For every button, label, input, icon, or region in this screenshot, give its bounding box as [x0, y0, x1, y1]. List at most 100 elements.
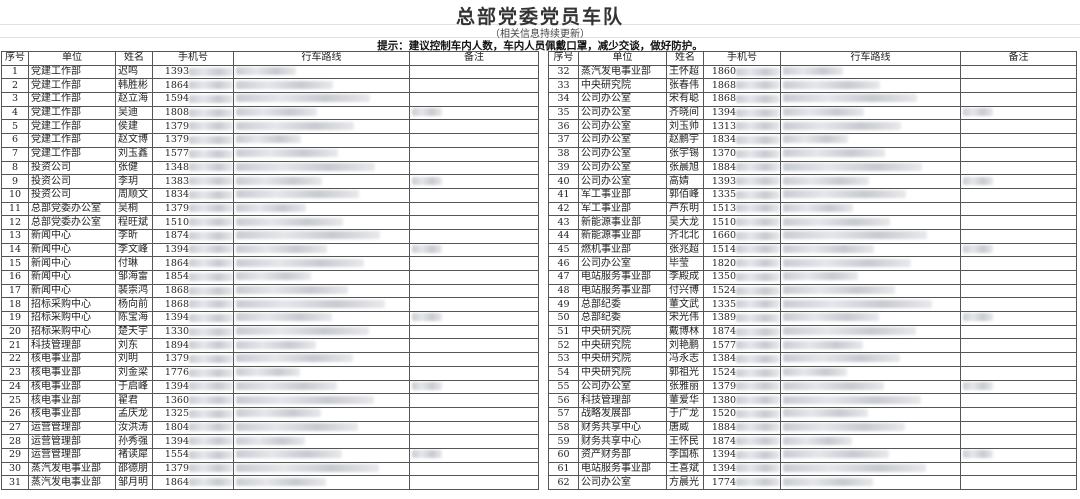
row-no[interactable]: 56: [548, 393, 579, 408]
row-unit[interactable]: 新闻中心: [28, 256, 116, 271]
row-remark[interactable]: [960, 187, 1077, 203]
row-remark[interactable]: [409, 105, 539, 121]
row-unit[interactable]: 电站服务事业部: [578, 270, 667, 285]
row-no[interactable]: 41: [548, 187, 579, 203]
row-no[interactable]: 29: [1, 447, 29, 463]
row-phone[interactable]: 1394: [703, 461, 781, 477]
row-phone[interactable]: 1774: [703, 475, 781, 490]
row-route[interactable]: [780, 406, 961, 422]
row-name[interactable]: 于启峰: [115, 379, 153, 395]
row-unit[interactable]: 公司办公室: [578, 146, 667, 162]
row-name[interactable]: 郭祖光: [666, 365, 704, 381]
row-route[interactable]: [780, 174, 961, 189]
row-phone[interactable]: 1335: [703, 297, 781, 313]
row-route[interactable]: [780, 311, 961, 326]
row-route[interactable]: [780, 160, 961, 176]
row-unit[interactable]: 电站服务事业部: [578, 283, 667, 299]
row-no[interactable]: 55: [548, 379, 579, 395]
row-name[interactable]: 邹月明: [115, 475, 153, 490]
row-name[interactable]: 付兴博: [666, 283, 704, 299]
row-name[interactable]: 刘明: [115, 352, 153, 367]
row-route[interactable]: [233, 242, 410, 258]
row-remark[interactable]: [409, 270, 539, 285]
row-name[interactable]: 汝洪涛: [115, 420, 153, 436]
row-phone[interactable]: 1868: [152, 297, 234, 313]
row-unit[interactable]: 总部党委办公室: [28, 201, 116, 217]
row-phone[interactable]: 1884: [703, 420, 781, 436]
row-unit[interactable]: 新闻中心: [28, 270, 116, 285]
row-unit[interactable]: 公司办公室: [578, 475, 667, 490]
row-name[interactable]: 李殿成: [666, 270, 704, 285]
row-no[interactable]: 43: [548, 215, 579, 230]
row-name[interactable]: 郭佰峰: [666, 187, 704, 203]
row-remark[interactable]: [960, 215, 1077, 230]
row-remark[interactable]: [960, 297, 1077, 313]
row-route[interactable]: [233, 406, 410, 422]
row-name[interactable]: 芦东明: [666, 201, 704, 217]
row-unit[interactable]: 军工事业部: [578, 187, 667, 203]
row-name[interactable]: 杨向前: [115, 297, 153, 313]
row-unit[interactable]: 投资公司: [28, 187, 116, 203]
row-name[interactable]: 刘东: [115, 338, 153, 354]
row-phone[interactable]: 1804: [152, 420, 234, 436]
row-name[interactable]: 吴桐: [115, 201, 153, 217]
row-remark[interactable]: [960, 365, 1077, 381]
row-remark[interactable]: [960, 160, 1077, 176]
row-no[interactable]: 37: [548, 133, 579, 148]
row-route[interactable]: [233, 324, 410, 340]
row-remark[interactable]: [409, 187, 539, 203]
row-remark[interactable]: [409, 174, 539, 189]
row-phone[interactable]: 1330: [152, 324, 234, 340]
row-phone[interactable]: 1384: [703, 352, 781, 367]
row-name[interactable]: 程旺斌: [115, 215, 153, 230]
row-no[interactable]: 19: [1, 311, 29, 326]
row-no[interactable]: 48: [548, 283, 579, 299]
row-remark[interactable]: [960, 146, 1077, 162]
row-route[interactable]: [233, 270, 410, 285]
row-route[interactable]: [780, 352, 961, 367]
row-unit[interactable]: 招标采购中心: [28, 311, 116, 326]
row-phone[interactable]: 1360: [152, 393, 234, 408]
row-unit[interactable]: 中央研究院: [578, 365, 667, 381]
row-no[interactable]: 23: [1, 365, 29, 381]
row-remark[interactable]: [960, 461, 1077, 477]
row-phone[interactable]: 1524: [703, 283, 781, 299]
row-unit[interactable]: 核电事业部: [28, 352, 116, 367]
row-unit[interactable]: 蒸汽发电事业部: [28, 461, 116, 477]
row-name[interactable]: 王喜斌: [666, 461, 704, 477]
row-unit[interactable]: 党建工作部: [28, 119, 116, 135]
row-no[interactable]: 60: [548, 447, 579, 463]
row-route[interactable]: [233, 379, 410, 395]
row-phone[interactable]: 1868: [703, 92, 781, 107]
row-unit[interactable]: 核电事业部: [28, 365, 116, 381]
row-name[interactable]: 高婧: [666, 174, 704, 189]
row-unit[interactable]: 公司办公室: [578, 256, 667, 271]
row-route[interactable]: [780, 393, 961, 408]
row-remark[interactable]: [409, 64, 539, 80]
row-route[interactable]: [780, 105, 961, 121]
row-phone[interactable]: 1520: [703, 406, 781, 422]
row-remark[interactable]: [409, 311, 539, 326]
row-remark[interactable]: [960, 105, 1077, 121]
row-remark[interactable]: [960, 406, 1077, 422]
row-route[interactable]: [780, 365, 961, 381]
row-remark[interactable]: [960, 324, 1077, 340]
row-remark[interactable]: [960, 270, 1077, 285]
row-no[interactable]: 6: [1, 133, 29, 148]
row-name[interactable]: 宋有聪: [666, 92, 704, 107]
row-phone[interactable]: 1864: [152, 475, 234, 490]
row-remark[interactable]: [409, 78, 539, 94]
row-phone[interactable]: 1383: [152, 174, 234, 189]
row-route[interactable]: [233, 174, 410, 189]
row-name[interactable]: 裴崇鸿: [115, 283, 153, 299]
row-unit[interactable]: 党建工作部: [28, 64, 116, 80]
row-route[interactable]: [233, 434, 410, 449]
row-name[interactable]: 毕莹: [666, 256, 704, 271]
row-unit[interactable]: 中央研究院: [578, 338, 667, 354]
row-route[interactable]: [233, 201, 410, 217]
row-route[interactable]: [233, 311, 410, 326]
row-no[interactable]: 14: [1, 242, 29, 258]
row-remark[interactable]: [409, 256, 539, 271]
row-name[interactable]: 方晨光: [666, 475, 704, 490]
row-unit[interactable]: 公司办公室: [578, 105, 667, 121]
